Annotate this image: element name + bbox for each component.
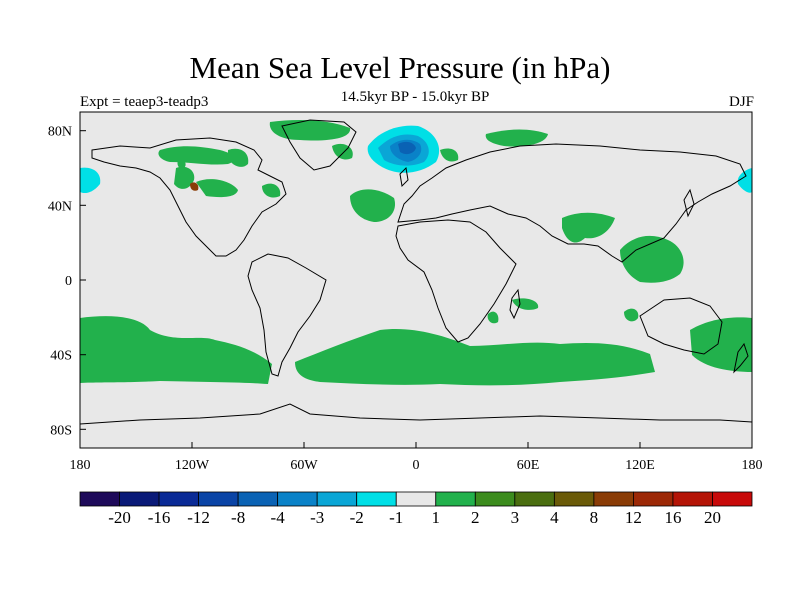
africa-coastline <box>395 219 517 343</box>
colorbar-label: 12 <box>625 508 642 527</box>
colorbar <box>79 491 753 507</box>
colorbar-label: 4 <box>550 508 559 527</box>
colorbar-label: -2 <box>350 508 364 527</box>
south-atlantic-indian-positive-anomaly <box>295 328 655 386</box>
colorbar-swatch <box>593 491 634 507</box>
west-pacific-positive-anomaly <box>620 235 684 283</box>
y-tick-label: 0 <box>65 274 72 289</box>
north-atlantic-positive-anomaly <box>350 189 396 222</box>
colorbar-swatch <box>435 491 476 507</box>
colorbar-label: -8 <box>231 508 245 527</box>
y-tick-label: 40N <box>48 199 72 214</box>
scandinavia-positive-anomaly <box>440 148 459 162</box>
norwegian-sea-negative-anomaly-4 <box>398 141 416 155</box>
y-tick-label: 40S <box>50 349 72 364</box>
colorbar-swatch <box>633 491 674 507</box>
rockies-strong-anomaly <box>190 182 199 191</box>
x-tick-label: 180 <box>70 458 91 473</box>
hudson-positive-anomaly <box>228 148 249 167</box>
colorbar-swatch <box>514 491 555 507</box>
colorbar-swatch <box>553 491 595 507</box>
colorbar-swatch <box>672 491 713 507</box>
map-title: Mean Sea Level Pressure (in hPa) <box>189 50 611 85</box>
madagascar-coastline <box>509 288 521 320</box>
alaska-positive-anomaly <box>177 159 186 169</box>
colorbar-label: 2 <box>471 508 480 527</box>
greenland-coastline <box>281 119 357 171</box>
colorbar-label: -1 <box>389 508 403 527</box>
colorbar-label: 16 <box>664 508 681 527</box>
south-america-coastline <box>247 253 327 377</box>
antarctica-coastline <box>80 403 752 425</box>
mozambique-positive-anomaly <box>487 311 499 324</box>
southern-ocean-positive-anomaly <box>80 316 272 384</box>
colorbar-swatch <box>237 491 279 507</box>
indonesia-small-positive-anomaly <box>624 308 639 322</box>
colorbar-label: -3 <box>310 508 324 527</box>
x-tick-label: 120W <box>175 458 210 473</box>
north-pacific-negative-anomaly-east <box>737 168 752 193</box>
north-america-coastline <box>91 137 287 257</box>
colorbar-label: 3 <box>511 508 520 527</box>
british-isles-coastline <box>399 166 409 188</box>
australia-coastline <box>639 297 723 355</box>
map-subtitle: 14.5kyr BP - 15.0kyr BP <box>340 89 490 105</box>
season-label: DJF <box>728 94 754 110</box>
colorbar-label: -20 <box>108 508 131 527</box>
y-tick-labels: 80N 40N 0 40S 80S <box>48 125 72 439</box>
greenland-positive-anomaly <box>269 120 351 141</box>
colorbar-swatch <box>119 491 160 507</box>
colorbar-swatch <box>158 491 199 507</box>
colorbar-label: 8 <box>590 508 599 527</box>
colorbar-swatch <box>79 491 120 507</box>
colorbar-swatch <box>316 491 358 507</box>
x-tick-label: 120E <box>625 458 655 473</box>
x-tick-label: 0 <box>413 458 420 473</box>
colorbar-label: -16 <box>148 508 171 527</box>
colorbar-label: 1 <box>432 508 441 527</box>
colorbar-swatch <box>712 491 753 507</box>
siberia-positive-anomaly <box>485 129 548 147</box>
japan-coastline <box>683 188 695 218</box>
x-tick-labels: 180 120W 60W 0 60E 120E 180 <box>70 458 763 473</box>
rockies-positive-anomaly <box>174 166 195 189</box>
colorbar-label: -4 <box>271 508 286 527</box>
north-pacific-negative-anomaly-west <box>80 167 101 194</box>
coastlines <box>80 119 752 425</box>
x-tick-label: 60E <box>517 458 540 473</box>
y-tick-label: 80S <box>50 423 72 438</box>
pressure-anomaly-fill <box>80 120 752 386</box>
x-tick-label: 180 <box>742 458 763 473</box>
northeast-us-positive-anomaly <box>262 183 281 198</box>
colorbar-swatch <box>277 491 318 507</box>
plains-positive-anomaly <box>196 179 238 198</box>
colorbar-swatch <box>474 491 516 507</box>
y-tick-label: 80N <box>48 125 72 140</box>
colorbar-swatch <box>356 491 397 507</box>
colorbar-swatch <box>198 491 239 507</box>
x-tick-label: 60W <box>290 458 318 473</box>
canada-positive-anomaly <box>158 146 235 165</box>
map-frame <box>79 111 753 449</box>
experiment-label: Expt = teaep3-teadp3 <box>80 94 209 110</box>
colorbar-label: 20 <box>704 508 721 527</box>
new-zealand-coastline <box>733 342 749 374</box>
colorbar-labels: -20 -16 -12 -8 -4 -3 -2 -1 1 2 3 4 8 12 16 20 <box>108 508 721 527</box>
colorbar-label: -12 <box>187 508 210 527</box>
colorbar-swatch <box>395 491 437 507</box>
arabian-positive-anomaly <box>562 212 615 243</box>
